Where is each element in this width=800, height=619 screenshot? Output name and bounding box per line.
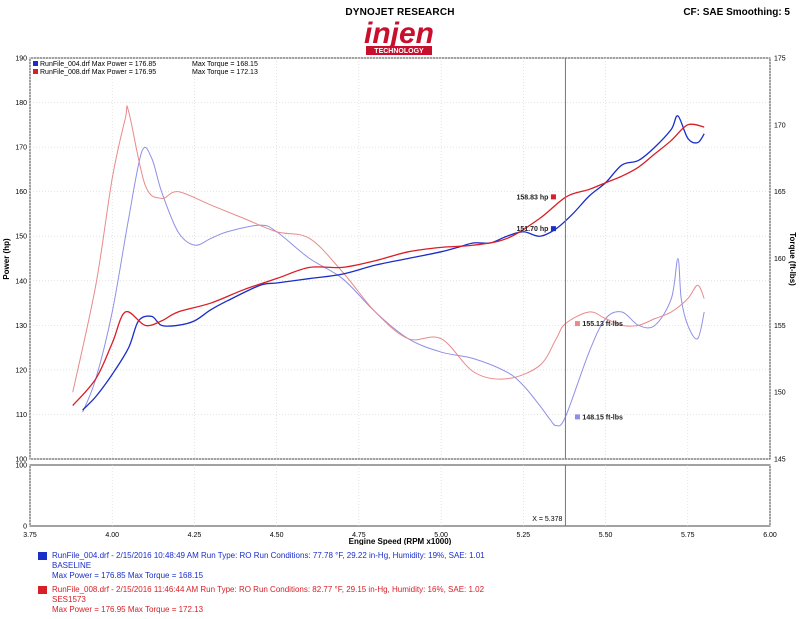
y2-tick-label: 155	[774, 323, 786, 330]
series-line-torque-run-2	[72, 105, 705, 393]
chart-ticks: 3.75 4.00 4.25 4.50 4.75 5.00 5.25 5.50 5.75 6.00…	[15, 56, 785, 540]
y-tick-label: 130	[15, 323, 27, 330]
legend-torque-2: Max Torque = 172.13	[192, 69, 258, 76]
y2-tick-label: 160	[774, 256, 786, 263]
y-tick-label: 120	[15, 367, 27, 374]
x-tick-label: 4.25	[188, 532, 202, 539]
legend-swatch-1	[33, 61, 38, 66]
run-1-info: RunFile_004.drf - 2/15/2016 10:48:49 AM …	[52, 551, 485, 560]
callout-run-2-power-label: 158.83 hp	[517, 194, 549, 201]
y-tick-label: 170	[15, 145, 27, 152]
injen-logo: injen TECHNOLOGY	[364, 18, 434, 55]
main-plot-frame	[29, 57, 771, 460]
chart-series	[72, 105, 705, 427]
chart-grid	[29, 57, 771, 526]
y-tick-label: 150	[15, 234, 27, 241]
run-1-swatch	[38, 552, 47, 560]
x-tick-label: 5.75	[681, 532, 695, 539]
y2-tick-label: 145	[774, 457, 786, 464]
y-tick-label: 100	[15, 457, 27, 464]
y-tick-label: 110	[16, 412, 27, 419]
run-2-max: Max Power = 176.95 Max Torque = 172.13	[52, 605, 204, 614]
y2-tick-label: 150	[774, 390, 786, 397]
callout-run-1-power-label: 151.70 hp	[517, 226, 549, 233]
chart-frames	[29, 57, 771, 527]
sub-y-tick-label: 0	[23, 524, 27, 531]
run-2-info: RunFile_008.drf - 2/15/2016 11:46:44 AM …	[52, 585, 485, 594]
x-tick-label: 6.00	[763, 532, 777, 539]
dyno-chart: X = 5.378 3.75 4.00 4.25 4.50 4.75 5.00 5.25 5.…	[2, 56, 797, 546]
x-axis-title: Engine Speed (RPM x1000)	[349, 537, 452, 545]
run-1-max: Max Power = 176.85 Max Torque = 168.15	[52, 571, 204, 580]
y-tick-label: 190	[15, 56, 27, 63]
x-tick-label: 4.50	[270, 532, 284, 539]
legend-swatch-2	[33, 69, 38, 74]
run-entry-2: RunFile_008.drf - 2/15/2016 11:46:44 AM …	[38, 585, 738, 615]
y2-tick-label: 170	[774, 122, 786, 129]
sub-plot-frame	[29, 464, 771, 527]
run-2-label: SES1573	[52, 595, 86, 604]
series-line-torque-run-1	[82, 146, 705, 427]
y-tick-label: 140	[15, 278, 27, 285]
x-tick-label: 5.50	[599, 532, 613, 539]
y-tick-label: 180	[15, 100, 27, 107]
sub-y-tick-label: 100	[15, 463, 27, 470]
callout-run-2-power-marker	[550, 194, 556, 200]
y-tick-label: 160	[15, 189, 27, 196]
callout-run-1-torque-label: 148.15 ft-lbs	[582, 414, 623, 421]
legend-torque-1: Max Torque = 168.15	[192, 61, 258, 68]
callout-run-1-torque-marker	[574, 414, 580, 420]
x-tick-label: 5.25	[517, 532, 531, 539]
logo-subtext: TECHNOLOGY	[374, 48, 424, 55]
y2-tick-label: 175	[774, 56, 786, 63]
series-line-power-run-2	[72, 123, 705, 406]
logo-band	[366, 46, 432, 55]
chart-cursor: X = 5.378	[532, 58, 566, 526]
run-2-swatch	[38, 586, 47, 594]
cursor-value-label: X = 5.378	[532, 516, 562, 523]
dynojet-research-heading: DYNOJET RESEARCH	[345, 7, 455, 18]
y2-tick-label: 165	[774, 189, 786, 196]
legend-label-1: RunFile_004.drf Max Power = 176.85	[40, 61, 156, 68]
run-entry-1: RunFile_004.drf - 2/15/2016 10:48:49 AM …	[38, 551, 738, 581]
series-line-power-run-1	[82, 115, 705, 411]
legend-label-2: RunFile_008.drf Max Power = 176.95	[40, 69, 156, 76]
callout-run-2-torque-label: 155.13 ft-lbs	[582, 321, 623, 328]
y2-axis-title: Torque (ft-lbs)	[788, 232, 797, 286]
x-tick-label: 4.75	[352, 532, 366, 539]
chart-legend: RunFile_004.drf Max Power = 176.85 Max To…	[33, 61, 258, 76]
x-tick-label: 4.00	[105, 532, 119, 539]
run-1-label: BASELINE	[52, 561, 92, 570]
x-tick-label: 3.75	[23, 532, 37, 539]
y-axis-title: Power (hp)	[2, 238, 11, 280]
cf-smoothing-label: CF: SAE Smoothing: 5	[683, 7, 790, 18]
chart-callouts: 158.83 hp 151.70 hp 155.13 ft-lbs 148.15 ft…	[517, 194, 623, 421]
callout-run-1-power-marker	[550, 226, 556, 232]
logo-wordmark: injen	[364, 18, 434, 50]
x-tick-label: 5.00	[434, 532, 448, 539]
run-details: RunFile_004.drf - 2/15/2016 10:48:49 AM …	[38, 551, 738, 619]
callout-run-2-torque-marker	[574, 321, 580, 327]
